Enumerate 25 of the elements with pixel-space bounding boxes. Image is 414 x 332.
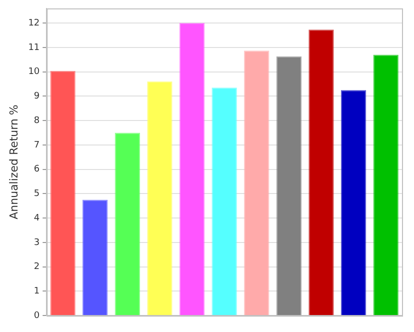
y-tick-label: 7 xyxy=(34,140,40,150)
y-tick-label: 11 xyxy=(28,42,40,53)
bar xyxy=(114,132,140,316)
y-tick-label: 4 xyxy=(34,213,40,224)
y-tick-label: 0 xyxy=(34,310,40,321)
y-tick-label: 2 xyxy=(34,262,40,272)
y-tick-label: 9 xyxy=(34,92,40,102)
y-tick-label: 3 xyxy=(34,238,40,248)
y-tick-label: 1 xyxy=(34,286,40,297)
bar xyxy=(50,70,76,316)
y-axis-title: Annualized Return % xyxy=(7,104,20,220)
bar xyxy=(244,50,270,316)
y-tick-label: 12 xyxy=(28,18,40,28)
bar xyxy=(147,82,172,316)
bar xyxy=(373,54,398,316)
y-tick-label: 10 xyxy=(28,67,40,78)
y-tick-label: 8 xyxy=(34,116,40,126)
bar xyxy=(276,56,302,316)
bar xyxy=(82,200,108,316)
bar xyxy=(340,90,366,316)
bar xyxy=(308,30,334,316)
bar xyxy=(212,88,237,316)
y-tick-label: 5 xyxy=(34,189,40,200)
bar xyxy=(179,23,205,316)
y-tick-label: 6 xyxy=(34,164,40,175)
